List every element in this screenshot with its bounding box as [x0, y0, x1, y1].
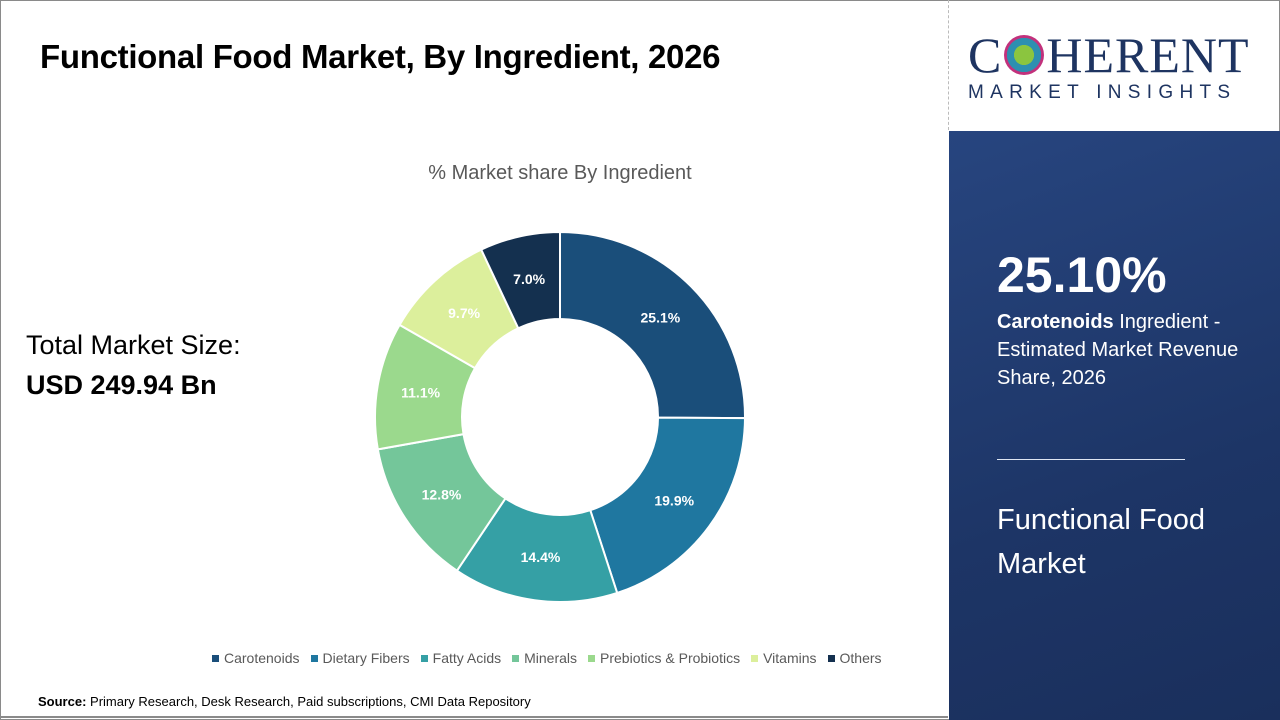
- logo-wordmark: C HERENT: [968, 27, 1250, 83]
- data-label: 14.4%: [521, 549, 561, 565]
- legend-item: Prebiotics & Probiotics: [588, 650, 740, 666]
- page-title: Functional Food Market, By Ingredient, 2…: [40, 38, 721, 75]
- legend-label: Others: [839, 650, 882, 666]
- donut-chart: 25.1% 19.9% 14.4% 12.8% 11.1% 9.7% 7.0%: [374, 230, 747, 603]
- highlight-text: Ingredient - Estimated Market Revenue Sh…: [997, 311, 1239, 389]
- legend-label: Dietary Fibers: [322, 650, 410, 666]
- legend-swatch: [827, 654, 835, 662]
- market-name: Functional Food Market: [997, 504, 1205, 580]
- source-text: Primary Research, Desk Research, Paid su…: [90, 694, 531, 709]
- highlight-percent: 25.10%: [997, 247, 1167, 303]
- legend-swatch: [420, 654, 428, 662]
- highlight-panel: 25.10% Carotenoids Ingredient - Estimate…: [949, 131, 1280, 720]
- data-label: 25.1%: [641, 309, 681, 325]
- legend-label: Vitamins: [763, 650, 817, 666]
- legend-swatch: [751, 654, 759, 662]
- chart-legend: Carotenoids Dietary Fibers Fatty Acids Mine…: [212, 650, 882, 666]
- total-label: Total Market Size:: [26, 330, 241, 360]
- highlight-description: Carotenoids Ingredient - Estimated Marke…: [997, 308, 1257, 392]
- divider: [948, 0, 949, 130]
- highlight-segment: Carotenoids: [997, 311, 1114, 333]
- slice-dietary-fibers: [589, 416, 747, 595]
- legend-swatch: [588, 654, 596, 662]
- legend-item: Fatty Acids: [420, 650, 502, 666]
- legend-swatch: [512, 654, 520, 662]
- data-label: 11.1%: [401, 385, 440, 401]
- slice-carotenoids: [559, 230, 746, 420]
- data-label: 12.8%: [422, 486, 462, 502]
- total-value: USD 249.94 Bn: [26, 370, 217, 400]
- legend-label: Carotenoids: [224, 650, 300, 666]
- legend-item: Carotenoids: [212, 650, 300, 666]
- slice-others: [479, 230, 561, 330]
- source-note: Source: Primary Research, Desk Research,…: [38, 694, 531, 709]
- logo-tagline: MARKET INSIGHTS: [968, 82, 1237, 103]
- legend-label: Prebiotics & Probiotics: [600, 650, 741, 666]
- legend-item: Dietary Fibers: [310, 650, 410, 666]
- panel-rule: [997, 459, 1185, 460]
- total-market-size: Total Market Size: USD 249.94 Bn: [26, 325, 241, 405]
- source-label: Source:: [38, 694, 87, 709]
- legend-label: Minerals: [524, 650, 578, 666]
- legend-swatch: [310, 654, 318, 662]
- data-label: 19.9%: [654, 493, 694, 509]
- legend-item: Vitamins: [751, 650, 817, 666]
- globe-icon: [1004, 35, 1045, 75]
- legend-label: Fatty Acids: [432, 650, 502, 666]
- legend-item: Others: [827, 650, 882, 666]
- data-label: 7.0%: [513, 271, 545, 287]
- bottom-rule: [0, 716, 948, 718]
- data-label: 9.7%: [448, 305, 480, 321]
- legend-swatch: [212, 654, 219, 662]
- chart-title: % Market share By Ingredient: [428, 162, 692, 184]
- logo: C HERENT MARKET INSIGHTS: [968, 30, 1268, 104]
- legend-item: Minerals: [512, 650, 577, 666]
